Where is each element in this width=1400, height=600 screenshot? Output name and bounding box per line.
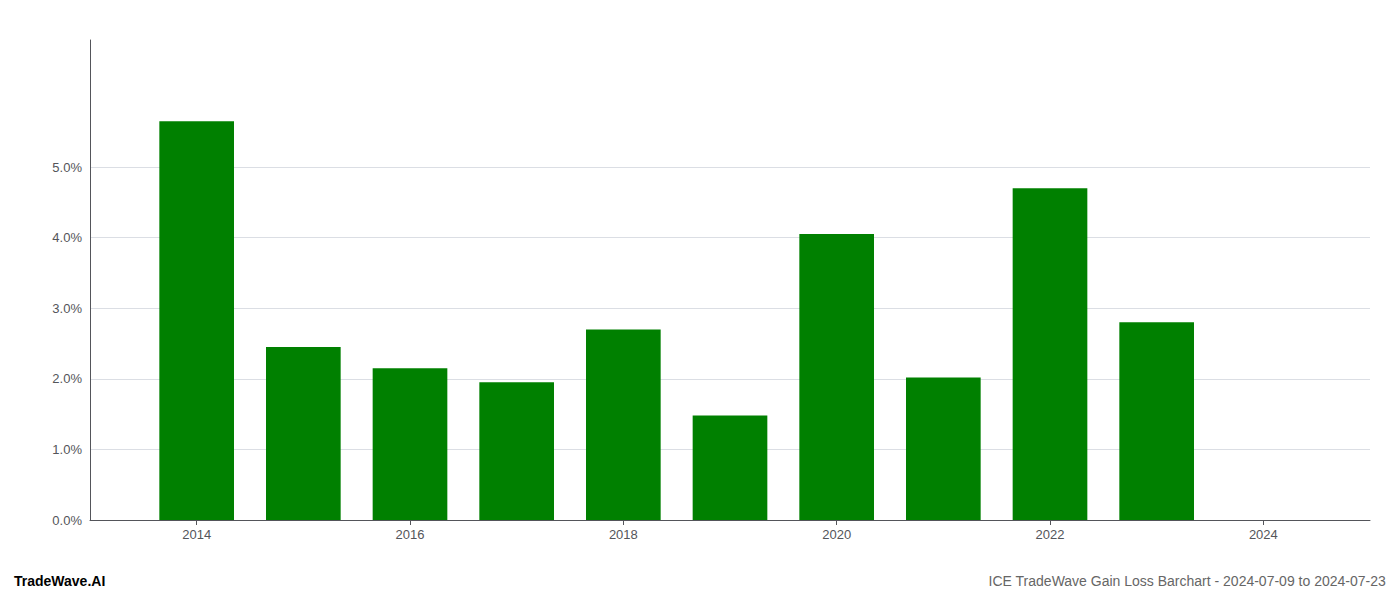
svg-text:1.0%: 1.0% (52, 442, 82, 457)
svg-text:2022: 2022 (1036, 527, 1065, 542)
svg-text:2018: 2018 (609, 527, 638, 542)
svg-text:3.0%: 3.0% (52, 301, 82, 316)
svg-text:2.0%: 2.0% (52, 371, 82, 386)
svg-text:2020: 2020 (822, 527, 851, 542)
svg-text:2014: 2014 (182, 527, 211, 542)
svg-text:ICE TradeWave Gain Loss Barcha: ICE TradeWave Gain Loss Barchart - 2024-… (989, 573, 1386, 589)
svg-text:0.0%: 0.0% (52, 513, 82, 528)
svg-text:5.0%: 5.0% (52, 160, 82, 175)
svg-text:2024: 2024 (1249, 527, 1278, 542)
svg-text:4.0%: 4.0% (52, 230, 82, 245)
svg-text:TradeWave.AI: TradeWave.AI (14, 573, 105, 589)
svg-text:2016: 2016 (396, 527, 425, 542)
